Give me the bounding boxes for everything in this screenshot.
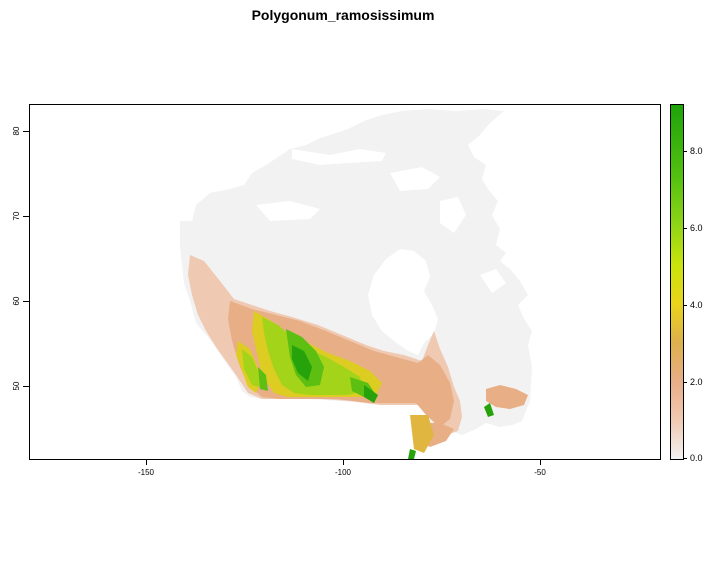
map-panel	[29, 104, 661, 460]
map-title: Polygonum_ramosissimum	[251, 7, 435, 23]
suitability-darkgreen	[364, 385, 378, 403]
legend-tick-mark	[683, 382, 687, 383]
legend-tick-label: 2.0	[690, 377, 703, 387]
legend-tick-mark	[683, 151, 687, 152]
y-tick-label: 60	[11, 296, 21, 306]
x-tick-mark	[343, 459, 344, 465]
suitability-lightgreen	[242, 349, 260, 387]
legend-tick-label: 8.0	[690, 146, 703, 156]
y-tick-mark	[23, 131, 29, 132]
arctic-channel	[480, 269, 506, 293]
legend-colorbar	[670, 104, 684, 460]
legend-tick-label: 6.0	[690, 223, 703, 233]
x-tick-mark	[146, 459, 147, 465]
legend-tick-label: 4.0	[690, 300, 703, 310]
arctic-channel	[256, 201, 320, 221]
suitability-green	[258, 367, 268, 391]
x-tick-mark	[540, 459, 541, 465]
arctic-channel	[440, 197, 466, 233]
hudson-bay	[368, 249, 438, 355]
x-tick-label: -100	[334, 468, 352, 477]
suitability-east-patch	[486, 385, 528, 409]
y-tick-label: 70	[11, 211, 21, 221]
y-tick-mark	[23, 386, 29, 387]
legend-tick-mark	[683, 228, 687, 229]
map-raster	[180, 109, 532, 459]
suitability-darkgreen	[292, 345, 312, 381]
arctic-channel	[292, 149, 386, 165]
arctic-channel	[390, 167, 440, 191]
suitability-yellow	[410, 415, 434, 453]
y-tick-mark	[23, 216, 29, 217]
legend-tick-mark	[683, 305, 687, 306]
x-tick-label: -150	[137, 468, 155, 477]
y-tick-label: 50	[11, 381, 21, 391]
legend-tick-mark	[683, 458, 687, 459]
x-tick-label: -50	[534, 468, 546, 477]
y-tick-mark	[23, 301, 29, 302]
suitability-darkgreen	[484, 403, 494, 417]
y-tick-label: 80	[11, 126, 21, 136]
suitability-darkgreen	[408, 449, 416, 459]
legend-tick-label: 0.0	[690, 453, 703, 463]
